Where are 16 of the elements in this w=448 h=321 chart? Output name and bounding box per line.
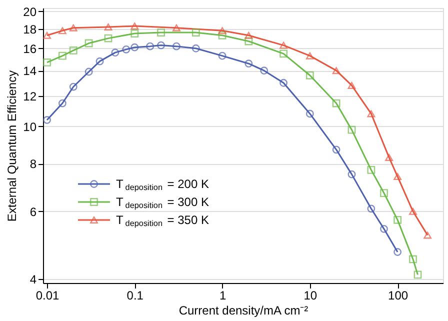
y-tick-label: 16 [23,42,37,56]
y-tick-label: 20 [23,4,37,19]
y-tick-label: 4 [30,272,37,286]
y-tick-label: 12 [23,90,37,104]
x-tick-label: 1 [219,288,226,302]
y-tick-label: 8 [30,157,37,172]
x-axis-title: Current density/mA cm⁻² [178,304,308,318]
y-tick-label: 10 [23,120,37,134]
x-tick-label: 0.1 [126,288,144,302]
y-tick-label: 18 [23,22,37,36]
x-tick-label: 100 [388,288,408,302]
y-tick-label: 14 [23,64,37,78]
x-tick-label: 0.01 [36,288,60,302]
y-tick-label: 6 [30,204,37,219]
x-tick-label: 10 [304,288,318,302]
y-axis-title: External Quantum Efficiency [5,70,20,222]
